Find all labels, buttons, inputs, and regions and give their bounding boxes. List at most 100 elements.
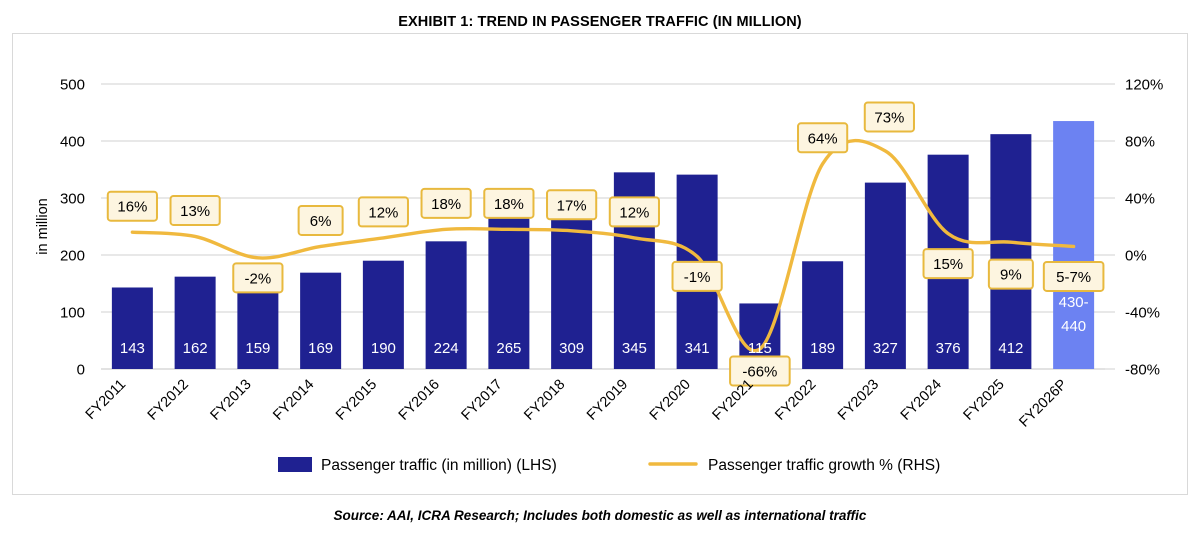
growth-value-label: 64% [808, 130, 838, 147]
growth-callout: 73% [863, 101, 915, 133]
bar-value-label: 412 [998, 340, 1023, 357]
growth-callout: -1% [671, 260, 723, 292]
y-axis-title: in million [35, 198, 51, 254]
bar-value-label: 169 [308, 340, 333, 357]
growth-value-label: 16% [117, 199, 147, 216]
growth-callout: 5-7% [1042, 260, 1105, 292]
x-axis-category-label: FY2025 [960, 377, 1007, 424]
x-axis-category-label: FY2012 [145, 377, 192, 424]
y2-axis-tick-label: 0% [1125, 248, 1147, 265]
growth-callout: 15% [922, 248, 974, 280]
bar-value-label: 309 [559, 340, 584, 357]
callout-box [483, 187, 535, 219]
bar[interactable] [864, 182, 906, 369]
x-axis-category-label: FY2013 [207, 377, 254, 424]
bar[interactable] [300, 272, 342, 369]
growth-callout: 6% [297, 204, 344, 236]
growth-value-label: 13% [180, 203, 210, 220]
growth-callout: 16% [106, 190, 158, 222]
y2-axis-tick-label: -80% [1125, 362, 1160, 379]
bar[interactable] [362, 260, 404, 369]
x-axis-category-label: FY2023 [835, 377, 882, 424]
growth-callout: 17% [546, 189, 598, 221]
y2-axis-tick-label: 80% [1125, 134, 1155, 151]
growth-callout: 18% [420, 187, 472, 219]
legend-bar-swatch [278, 457, 312, 472]
x-axis-category-label: FY2024 [898, 377, 945, 424]
x-axis-category-label: FY2014 [270, 377, 317, 424]
x-axis-category-label: FY2015 [333, 377, 380, 424]
bar-value-label: 376 [936, 340, 961, 357]
bar[interactable] [990, 134, 1032, 369]
callout-box [546, 189, 598, 221]
bar[interactable] [551, 192, 593, 369]
callout-box [863, 101, 915, 133]
y-axis-tick-label: 0 [77, 362, 85, 379]
growth-callout: 64% [797, 122, 849, 154]
legend-line-label: Passenger traffic growth % (RHS) [708, 457, 940, 474]
growth-line[interactable] [130, 138, 1076, 353]
growth-value-label: -66% [742, 364, 777, 381]
growth-callout: 13% [169, 194, 221, 226]
growth-value-label: 12% [619, 204, 649, 221]
callout-box [987, 258, 1034, 290]
x-axis-category-label: FY2011 [83, 377, 129, 423]
y-axis-tick-label: 100 [60, 305, 85, 322]
bar-value-label: 440 [1061, 318, 1086, 335]
bar-value-label: 115 [748, 340, 772, 357]
growth-value-label: 18% [494, 196, 524, 213]
growth-value-label: 9% [1000, 267, 1022, 284]
growth-value-label: 15% [933, 256, 963, 273]
legend-bar-label: Passenger traffic (in million) (LHS) [321, 457, 557, 474]
y-axis-tick-label: 300 [60, 191, 85, 208]
x-axis-category-label: FY2017 [458, 377, 505, 424]
callout-box [729, 355, 791, 387]
y2-axis-tick-label: 40% [1125, 191, 1155, 208]
x-axis-category-label: FY2020 [647, 377, 694, 424]
growth-value-label: 17% [557, 197, 587, 214]
callout-box [608, 196, 660, 228]
bar-value-label: 190 [371, 340, 396, 357]
page-title: EXHIBIT 1: TREND IN PASSENGER TRAFFIC (I… [398, 14, 802, 30]
source-note: Source: AAI, ICRA Research; Includes bot… [333, 508, 867, 523]
bar-value-label: 159 [245, 340, 270, 357]
bar-value-label: 265 [496, 340, 521, 357]
callout-box [1042, 260, 1105, 292]
growth-value-label: 18% [431, 196, 461, 213]
bar-value-label: 327 [873, 340, 898, 357]
y-axis-tick-label: 400 [60, 134, 85, 151]
growth-callout: -66% [729, 355, 791, 387]
growth-callout: 9% [987, 258, 1034, 290]
bar-value-label: 143 [120, 340, 145, 357]
x-axis-category-label: FY2016 [396, 377, 443, 424]
callout-box [297, 204, 344, 236]
passenger-traffic-combo-chart: 0 100 200 300 400 500 -80% -40% 0% 40% 80% 120% in m… [35, 77, 1163, 475]
bar[interactable] [802, 261, 844, 369]
callout-box [671, 260, 723, 292]
callout-box [169, 194, 221, 226]
growth-callout: 12% [357, 196, 409, 228]
x-axis-category-label: FY2018 [521, 377, 568, 424]
callout-box [106, 190, 158, 222]
callout-box [797, 122, 849, 154]
callout-box [922, 248, 974, 280]
growth-value-label: -2% [245, 270, 272, 287]
bar[interactable] [111, 287, 153, 369]
growth-callout: 12% [608, 196, 660, 228]
growth-value-label: -1% [684, 269, 711, 286]
growth-value-label: 6% [310, 213, 332, 230]
growth-callout: -2% [232, 262, 284, 294]
bar-value-label: 162 [183, 340, 208, 357]
callout-box [232, 262, 284, 294]
bar-value-label: 189 [810, 340, 835, 357]
bar[interactable] [174, 276, 216, 369]
growth-value-label: 73% [874, 109, 904, 126]
bar[interactable] [425, 241, 467, 369]
y2-axis-tick-label: 120% [1125, 77, 1163, 94]
growth-value-label: 12% [368, 204, 398, 221]
chart-panel: 0 100 200 300 400 500 -80% -40% 0% 40% 80% 120% in m… [12, 33, 1188, 495]
growth-callout: 18% [483, 187, 535, 219]
bar[interactable] [488, 217, 530, 369]
bar[interactable] [237, 278, 279, 369]
